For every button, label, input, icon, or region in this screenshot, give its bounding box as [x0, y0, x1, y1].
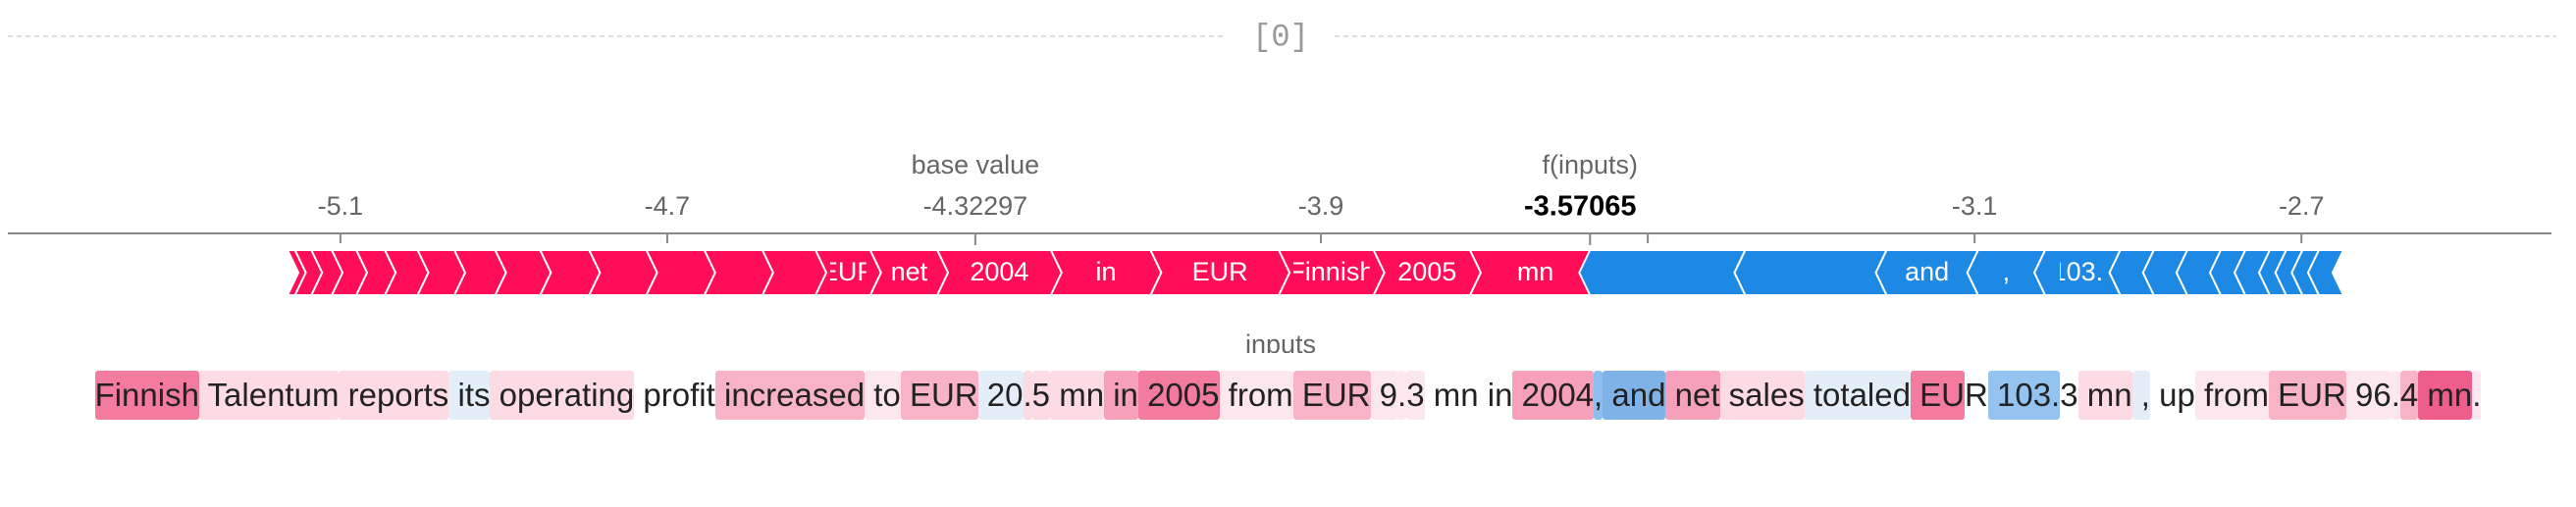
- token: ,: [2131, 371, 2150, 420]
- token: net: [1665, 371, 1720, 420]
- token: 3: [2060, 371, 2078, 420]
- segment-label: 2004: [970, 257, 1028, 286]
- segment-label: Finnish: [1288, 257, 1374, 286]
- token: 4: [2399, 371, 2419, 420]
- token: totaled: [1804, 371, 1911, 420]
- token: in: [1104, 371, 1138, 420]
- segment-label: ,: [2003, 257, 2011, 286]
- token: Finnish: [94, 371, 199, 420]
- token: up: [2149, 371, 2195, 420]
- token: Talentum: [198, 371, 340, 420]
- label-bg: [1482, 192, 1679, 224]
- segment-label: 103.: [2052, 257, 2104, 286]
- output-value: -3.57065: [1524, 191, 1637, 223]
- token: and: [1603, 371, 1666, 420]
- token: EUR: [2269, 371, 2346, 420]
- inputs-title: inputs: [1245, 330, 1316, 353]
- x-tick-label: -3.9: [1298, 191, 1344, 221]
- token: its: [448, 371, 491, 420]
- token: from: [2194, 371, 2269, 420]
- token: from: [1219, 371, 1293, 420]
- force-segment: [1733, 249, 1889, 296]
- token: 9: [1370, 371, 1398, 420]
- segment-label: in: [1096, 257, 1117, 286]
- token: EUR: [900, 371, 978, 420]
- token: mn: [1424, 371, 1479, 420]
- token: 3: [1406, 371, 1425, 420]
- segment-label: net: [891, 257, 928, 286]
- segment-label: mn: [1517, 257, 1554, 286]
- x-tick-label: -3.1: [1952, 191, 1998, 221]
- token: ,: [1594, 371, 1603, 420]
- token: EUR: [1292, 371, 1371, 420]
- token: 2005: [1137, 371, 1220, 420]
- output-index: [0]: [1252, 19, 1309, 55]
- token: mn: [2418, 371, 2473, 420]
- token: to: [865, 371, 901, 420]
- force-segment: [286, 249, 307, 296]
- token: 103.: [1987, 371, 2061, 420]
- token: operating: [490, 371, 635, 420]
- base-label: base value: [912, 150, 1040, 179]
- token: R: [1964, 371, 1988, 420]
- token: 96: [2345, 371, 2392, 420]
- segment-label: 2005: [1397, 257, 1456, 286]
- token: .: [2391, 371, 2400, 420]
- x-tick-label: -2.7: [2279, 191, 2325, 221]
- token: profit: [634, 371, 715, 420]
- segment-label: and: [1905, 257, 1949, 286]
- token: increased: [714, 371, 866, 420]
- label-bg: [896, 192, 1054, 224]
- segment-label: EUR: [820, 257, 876, 286]
- token-text: Finnish Talentum reports its operating p…: [20, 371, 2556, 420]
- x-tick-label: -5.1: [318, 191, 364, 221]
- force-segment: [2306, 249, 2345, 296]
- token: in: [1478, 371, 1513, 420]
- token: .: [1023, 371, 1032, 420]
- segment-label: EUR: [1192, 257, 1248, 286]
- token: sales: [1719, 371, 1805, 420]
- token: reports: [339, 371, 449, 420]
- x-tick-label: -4.7: [645, 191, 691, 221]
- token: 2004: [1512, 371, 1595, 420]
- token: EU: [1910, 371, 1965, 420]
- token: mn: [2077, 371, 2132, 420]
- token: 5: [1031, 371, 1051, 420]
- force-segment: [1578, 249, 1748, 296]
- token: mn: [1050, 371, 1105, 420]
- base-value: -4.32297: [923, 191, 1028, 221]
- force-plot: [0] -5.1-4.7-3.9-3.5-3.1-2.7mn2005Finnis…: [8, 19, 2556, 359]
- token: .: [2472, 371, 2482, 420]
- output-label: f(inputs): [1543, 150, 1639, 179]
- token: .: [1397, 371, 1407, 420]
- token: 20: [977, 371, 1024, 420]
